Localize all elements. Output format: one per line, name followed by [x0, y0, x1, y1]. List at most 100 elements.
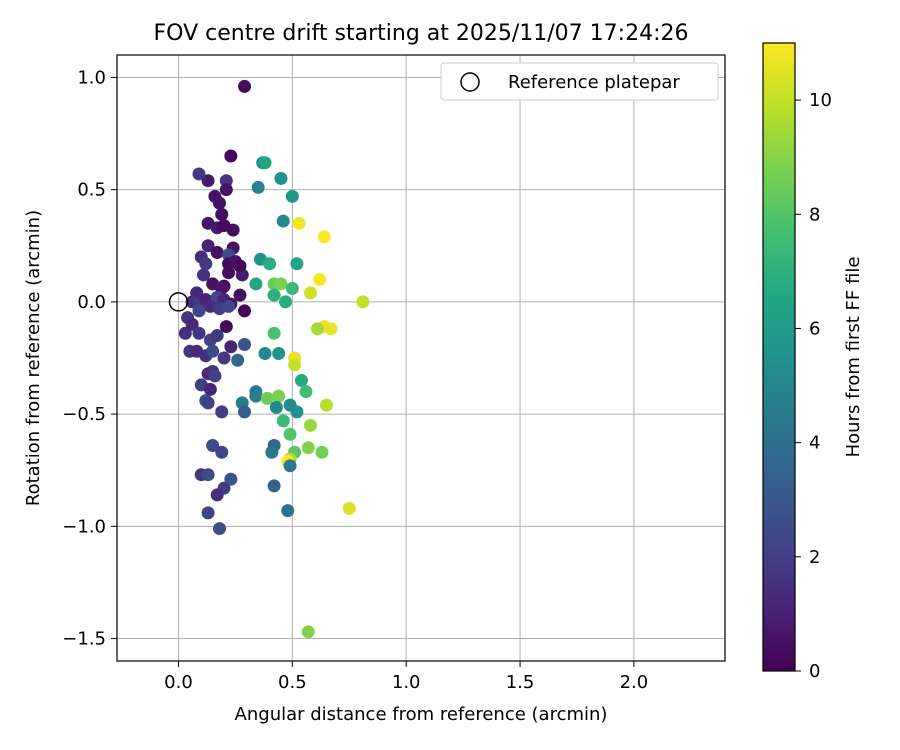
- x-axis-ticks: 0.0 0.5 1.0 1.5 2.0: [164, 661, 648, 693]
- colorbar-gradient: [762, 42, 796, 672]
- scatter-point: [217, 351, 231, 365]
- x-tick-label: 0.5: [278, 672, 307, 693]
- scatter-point: [238, 79, 252, 93]
- colorbar-tick-label: 2: [809, 547, 820, 568]
- scatter-point: [249, 277, 263, 291]
- scatter-point: [285, 189, 299, 203]
- colorbar-ticks: 0 2 4 6 8 10: [795, 90, 832, 682]
- scatter-point: [288, 358, 302, 372]
- scatter-point: [292, 216, 306, 230]
- scatter-point: [272, 347, 286, 361]
- x-tick-label: 1.0: [392, 672, 421, 693]
- y-tick-label: −1.5: [62, 629, 106, 650]
- scatter-point: [238, 338, 252, 352]
- scatter-point: [192, 304, 206, 318]
- scatter-point: [224, 149, 238, 163]
- colorbar: 0 2 4 6 8 10 Hours from first FF file: [762, 42, 864, 682]
- scatter-point: [301, 625, 315, 639]
- scatter-point: [310, 322, 324, 336]
- scatter-point: [219, 320, 233, 334]
- scatter-point: [356, 295, 370, 309]
- reference-platepar-marker: [168, 292, 189, 312]
- legend: Reference platepar: [440, 62, 719, 101]
- scatter-point: [201, 506, 215, 520]
- scatter-point: [283, 459, 297, 473]
- y-tick-label: 0.0: [77, 292, 106, 313]
- colorbar-tick-label: 6: [809, 318, 820, 339]
- scatter-point: [212, 196, 226, 210]
- scatter-point: [285, 281, 299, 295]
- scatter-point: [197, 268, 211, 282]
- scatter-point: [279, 295, 293, 309]
- scatter-point: [317, 230, 331, 244]
- scatter-point: [210, 488, 224, 502]
- y-axis-label: Rotation from reference (arcmin): [23, 210, 44, 506]
- scatter-point: [199, 257, 213, 271]
- scatter-point: [299, 385, 313, 399]
- scatter-point: [290, 405, 304, 419]
- legend-entry-label: Reference platepar: [508, 72, 680, 93]
- scatter-point: [206, 439, 220, 453]
- scatter-point: [201, 468, 215, 482]
- scatter-point: [315, 445, 329, 459]
- y-tick-label: 0.5: [77, 180, 106, 201]
- colorbar-tick-label: 0: [809, 661, 820, 682]
- chart-title: FOV centre drift starting at 2025/11/07 …: [154, 21, 689, 46]
- scatter-point: [276, 414, 290, 428]
- scatter-point: [272, 389, 286, 403]
- scatter-point: [263, 257, 277, 271]
- y-axis-ticks: −1.5 −1.0 −0.5 0.0 0.5 1.0: [62, 67, 117, 650]
- y-tick-label: −0.5: [62, 404, 106, 425]
- plot-frame: [116, 54, 726, 662]
- scatter-point: [276, 214, 290, 228]
- scatter-point: [258, 347, 272, 361]
- scatter-point: [201, 396, 215, 410]
- scatter-point: [238, 405, 252, 419]
- scatter-point: [224, 340, 238, 354]
- scatter-point: [219, 174, 233, 188]
- scatter-point: [201, 239, 215, 253]
- scatter-points: [178, 79, 370, 639]
- scatter-point: [238, 304, 252, 318]
- scatter-point: [258, 156, 272, 170]
- colorbar-tick-label: 8: [809, 204, 820, 225]
- legend-marker-icon: [460, 72, 480, 92]
- scatter-point: [210, 246, 224, 260]
- scatter-point: [267, 326, 281, 340]
- scatter-point: [192, 167, 206, 181]
- scatter-point: [208, 369, 222, 383]
- scatter-point: [324, 322, 338, 336]
- scatter-point: [249, 389, 263, 403]
- scatter-point: [215, 445, 229, 459]
- scatter-point: [304, 418, 318, 432]
- scatter-point: [281, 504, 295, 518]
- x-tick-label: 2.0: [620, 672, 649, 693]
- scatter-point: [283, 427, 297, 441]
- x-tick-label: 0.0: [164, 672, 193, 693]
- legend-box: [440, 62, 719, 101]
- scatter-point: [226, 223, 240, 237]
- scatter-point: [215, 207, 229, 221]
- scatter-point: [233, 288, 247, 302]
- scatter-point: [224, 472, 238, 486]
- scatter-point: [206, 344, 220, 358]
- scatter-point: [178, 326, 192, 340]
- scatter-point: [215, 405, 229, 419]
- scatter-point: [265, 445, 279, 459]
- scatter-point: [319, 398, 333, 412]
- y-tick-label: 1.0: [77, 67, 106, 88]
- scatter-point: [301, 441, 315, 455]
- scatter-point: [192, 326, 206, 340]
- scatter-point: [201, 174, 215, 188]
- scatter-point: [222, 266, 236, 280]
- scatter-point: [260, 391, 274, 405]
- scatter-point: [219, 183, 233, 197]
- x-axis-label: Angular distance from reference (arcmin): [235, 704, 608, 725]
- scatter-point: [290, 257, 304, 271]
- scatter-point: [313, 272, 327, 286]
- x-tick-label: 1.5: [506, 672, 535, 693]
- scatter-point: [233, 259, 247, 273]
- colorbar-tick-label: 4: [809, 433, 820, 454]
- scatter-point: [267, 479, 281, 493]
